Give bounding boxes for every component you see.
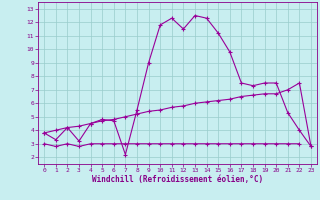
X-axis label: Windchill (Refroidissement éolien,°C): Windchill (Refroidissement éolien,°C) [92, 175, 263, 184]
